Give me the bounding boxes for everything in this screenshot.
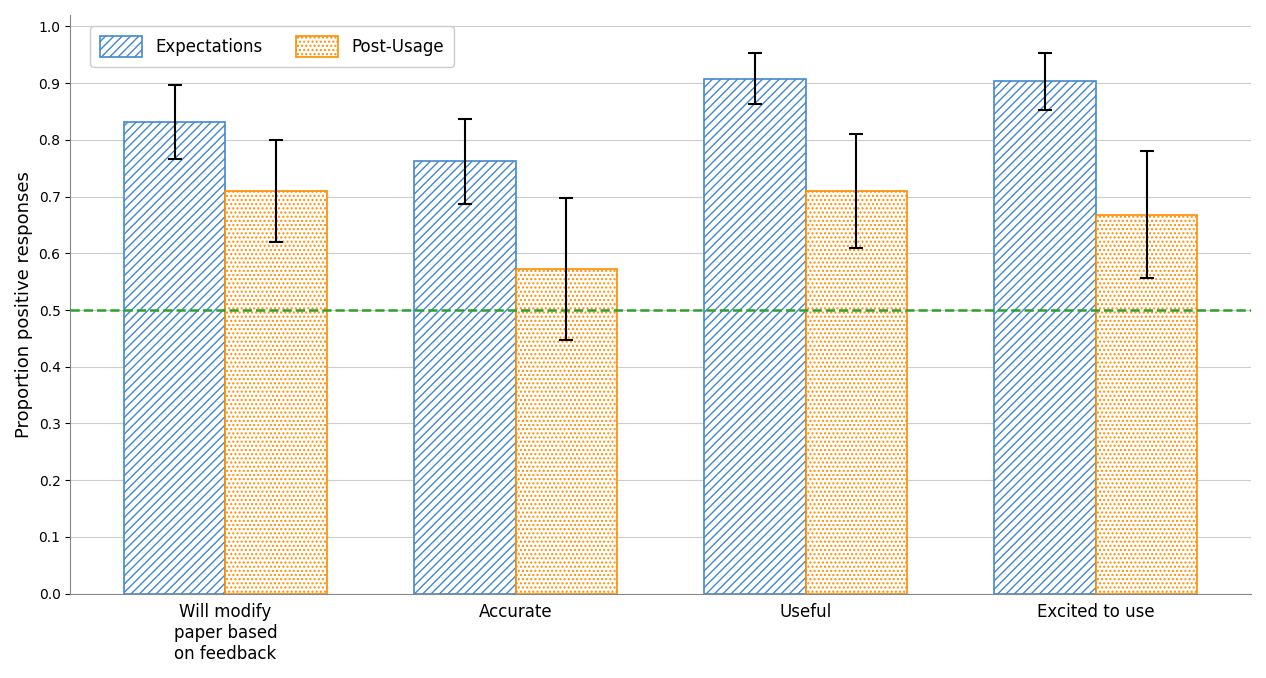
Bar — [994, 81, 1096, 594]
Legend: Expectations, Post-Usage: Expectations, Post-Usage — [90, 26, 453, 66]
Bar — [225, 191, 327, 594]
Bar — [805, 191, 908, 594]
Y-axis label: Proportion positive responses: Proportion positive responses — [15, 171, 33, 438]
Bar — [1096, 215, 1198, 594]
Bar — [414, 161, 515, 594]
Bar — [124, 122, 225, 594]
Bar — [704, 79, 805, 594]
Bar — [515, 269, 617, 594]
